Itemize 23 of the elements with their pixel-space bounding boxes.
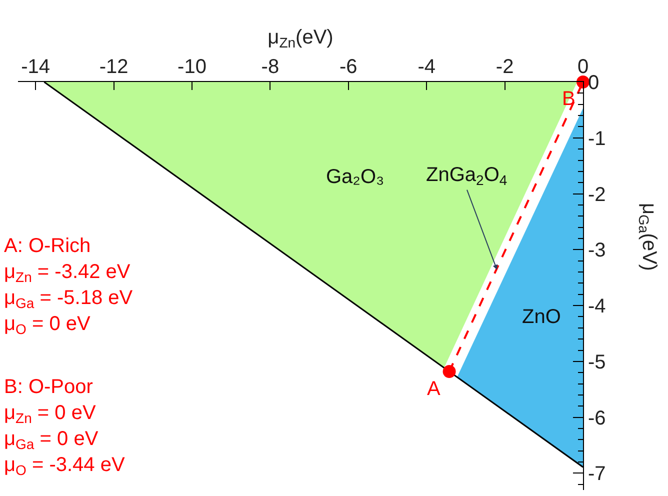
y-tick-label: -2: [588, 184, 606, 206]
y-tick-label: 0: [588, 72, 600, 94]
series-label: ZnO: [522, 306, 561, 328]
y-tick-label: -6: [588, 407, 606, 430]
y-tick-label: -7: [588, 463, 606, 486]
text: B: O-Poor μ$_{Zn}$ = 0 eV μ$_{Ga}$ = 0 eV μ$_{O}$ = -3.44 eV: [4, 376, 125, 478]
x-tick-label: -8: [261, 56, 280, 78]
x-tick-label: -4: [418, 56, 436, 78]
series-label: Ga₂O₃: [326, 166, 384, 188]
annotation: B: [562, 88, 576, 110]
x-tick-label: -6: [340, 56, 358, 78]
x-tick-label: -12: [99, 56, 128, 78]
annotation: A: [427, 378, 441, 400]
x-tick-label: -14: [21, 56, 50, 78]
y-tick-label: -5: [588, 351, 606, 374]
annotation: ZnGa$_{2}$O$_{4}$: [426, 164, 508, 188]
y-tick-label: -1: [588, 128, 606, 150]
x-tick-label: -2: [496, 56, 514, 78]
x-tick-label: -10: [178, 56, 206, 78]
x-axis-title: μ$_{Zn}$(eV): [268, 26, 334, 51]
y-tick-label: -4: [588, 296, 606, 318]
y-tick-label: -3: [588, 240, 606, 262]
text: A: O-Rich μ$_{Zn}$ = -3.42 eV μ$_{Ga}$ = -5.18 eV μ$_{O}$ = 0 eV: [4, 235, 133, 338]
